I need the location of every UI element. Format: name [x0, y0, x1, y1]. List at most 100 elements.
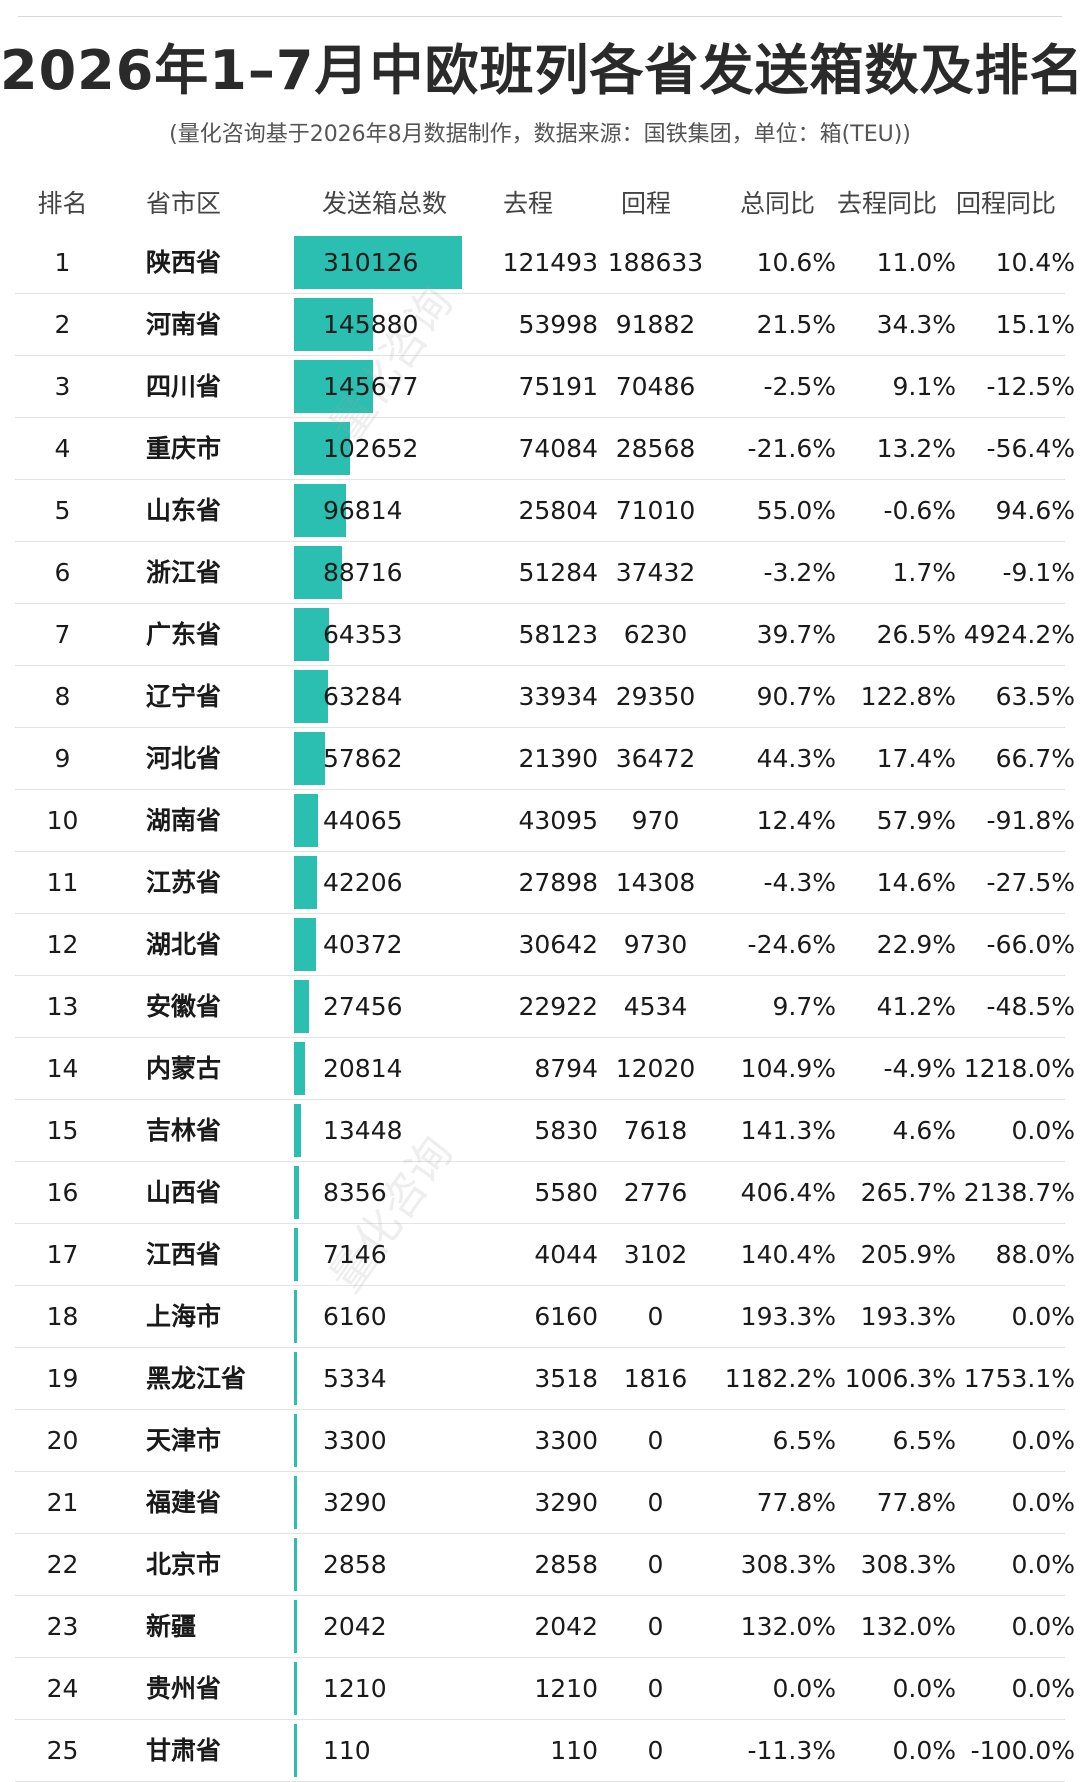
province-cell: 湖北省 — [146, 930, 222, 959]
outbound-cell: 5580 — [534, 1178, 598, 1207]
total-bar — [294, 732, 326, 785]
table-row: 7 广东省 64353 58123 6230 39.7% 26.5% 4924.2% — [15, 604, 1075, 666]
province-cell: 山西省 — [146, 1178, 222, 1207]
rank-cell: 25 — [46, 1736, 79, 1765]
total-yoy-cell: 90.7% — [756, 682, 836, 711]
outbound-cell: 8794 — [534, 1054, 598, 1083]
outbound-cell: 110 — [550, 1736, 598, 1765]
table-row: 6 浙江省 88716 51284 37432 -3.2% 1.7% -9.1% — [15, 542, 1075, 604]
table-row: 19 黑龙江省 5334 3518 1816 1182.2% 1006.3% 1753.1% — [15, 1348, 1075, 1410]
total-bar — [294, 360, 373, 413]
outbound-yoy-cell: 4.6% — [892, 1116, 956, 1145]
rank-cell: 2 — [54, 310, 71, 339]
rank-cell: 22 — [46, 1550, 79, 1579]
province-cell: 吉林省 — [146, 1116, 222, 1145]
total-bar — [294, 794, 318, 847]
rank-cell: 19 — [46, 1364, 79, 1393]
outbound-yoy-cell: 205.9% — [860, 1240, 956, 1269]
return-cell: 0 — [647, 1736, 664, 1765]
rank-cell: 23 — [46, 1612, 79, 1641]
rank-cell: 10 — [46, 806, 79, 835]
total-bar — [294, 856, 317, 909]
rank-cell: 16 — [46, 1178, 79, 1207]
outbound-cell: 3518 — [534, 1364, 598, 1393]
table-row: 20 天津市 3300 3300 0 6.5% 6.5% 0.0% — [15, 1410, 1075, 1472]
total-cell: 57862 — [323, 744, 403, 773]
return-yoy-cell: -27.5% — [986, 868, 1075, 897]
rank-cell: 7 — [54, 620, 71, 649]
province-cell: 浙江省 — [146, 558, 222, 587]
total-yoy-cell: 0.0% — [772, 1674, 836, 1703]
return-cell: 0 — [647, 1426, 664, 1455]
return-yoy-cell: 0.0% — [1011, 1302, 1075, 1331]
total-yoy-cell: 21.5% — [756, 310, 836, 339]
province-cell: 湖南省 — [146, 806, 222, 835]
return-yoy-cell: 4924.2% — [963, 620, 1075, 649]
rank-cell: 6 — [54, 558, 71, 587]
return-yoy-cell: 0.0% — [1011, 1674, 1075, 1703]
outbound-yoy-cell: 14.6% — [876, 868, 956, 897]
return-yoy-cell: 1753.1% — [963, 1364, 1075, 1393]
province-cell: 江西省 — [146, 1240, 222, 1269]
province-cell: 新疆 — [146, 1612, 197, 1641]
total-cell: 88716 — [323, 558, 403, 587]
total-yoy-cell: 406.4% — [740, 1178, 836, 1207]
table-row: 5 山东省 96814 25804 71010 55.0% -0.6% 94.6% — [15, 480, 1075, 542]
return-cell: 91882 — [615, 310, 696, 339]
total-bar — [294, 1166, 299, 1219]
total-bar — [294, 1290, 298, 1343]
return-yoy-cell: 10.4% — [995, 248, 1075, 277]
total-bar — [294, 1414, 297, 1467]
table-row: 12 湖北省 40372 30642 9730 -24.6% 22.9% -66.0% — [15, 914, 1075, 976]
header-total: 发送箱总数 — [322, 189, 448, 218]
return-yoy-cell: 0.0% — [1011, 1426, 1075, 1455]
table-row: 24 贵州省 1210 1210 0 0.0% 0.0% 0.0% — [15, 1658, 1075, 1720]
province-cell: 黑龙江省 — [146, 1364, 247, 1393]
header-outbound-yoy: 去程同比 — [837, 189, 938, 218]
total-yoy-cell: -3.2% — [763, 558, 836, 587]
table-row: 23 新疆 2042 2042 0 132.0% 132.0% 0.0% — [15, 1596, 1075, 1658]
outbound-cell: 75191 — [518, 372, 598, 401]
total-yoy-cell: -21.6% — [747, 434, 836, 463]
return-yoy-cell: -56.4% — [986, 434, 1075, 463]
total-cell: 20814 — [323, 1054, 403, 1083]
outbound-yoy-cell: 13.2% — [876, 434, 956, 463]
return-yoy-cell: -48.5% — [986, 992, 1075, 1021]
rank-cell: 20 — [46, 1426, 79, 1455]
return-cell: 71010 — [615, 496, 696, 525]
rank-cell: 14 — [46, 1054, 79, 1083]
return-yoy-cell: -66.0% — [986, 930, 1075, 959]
total-cell: 3300 — [323, 1426, 387, 1455]
return-yoy-cell: 2138.7% — [963, 1178, 1075, 1207]
outbound-cell: 43095 — [518, 806, 598, 835]
return-cell: 0 — [647, 1612, 664, 1641]
table-row: 2 河南省 145880 53998 91882 21.5% 34.3% 15.1% — [15, 294, 1075, 356]
top-divider — [18, 16, 1062, 17]
total-bar — [294, 1662, 297, 1715]
rank-cell: 17 — [46, 1240, 79, 1269]
outbound-cell: 33934 — [518, 682, 598, 711]
outbound-cell: 3290 — [534, 1488, 598, 1517]
return-cell: 28568 — [615, 434, 696, 463]
outbound-yoy-cell: 132.0% — [860, 1612, 956, 1641]
ranking-table: 排名 省市区 发送箱总数 去程 回程 总同比 去程同比 回程同比 1 陕西省 310… — [15, 170, 1075, 1782]
return-yoy-cell: 15.1% — [995, 310, 1075, 339]
province-cell: 江苏省 — [146, 868, 222, 897]
total-bar — [294, 298, 374, 351]
total-yoy-cell: 141.3% — [740, 1116, 836, 1145]
outbound-yoy-cell: 34.3% — [876, 310, 956, 339]
return-yoy-cell: 0.0% — [1011, 1550, 1075, 1579]
header-total-yoy: 总同比 — [740, 189, 816, 218]
total-yoy-cell: 6.5% — [772, 1426, 836, 1455]
return-cell: 36472 — [615, 744, 696, 773]
chart-title: 2026年1–7月中欧班列各省发送箱数及排名 — [0, 39, 1080, 102]
rank-cell: 5 — [54, 496, 71, 525]
total-cell: 310126 — [323, 248, 419, 277]
table-row: 14 内蒙古 20814 8794 12020 104.9% -4.9% 1218.0% — [15, 1038, 1075, 1100]
total-bar — [294, 1228, 298, 1281]
outbound-cell: 4044 — [534, 1240, 598, 1269]
table-row: 10 湖南省 44065 43095 970 12.4% 57.9% -91.8% — [15, 790, 1075, 852]
outbound-cell: 3300 — [534, 1426, 598, 1455]
total-yoy-cell: -24.6% — [747, 930, 836, 959]
total-bar — [294, 918, 316, 971]
